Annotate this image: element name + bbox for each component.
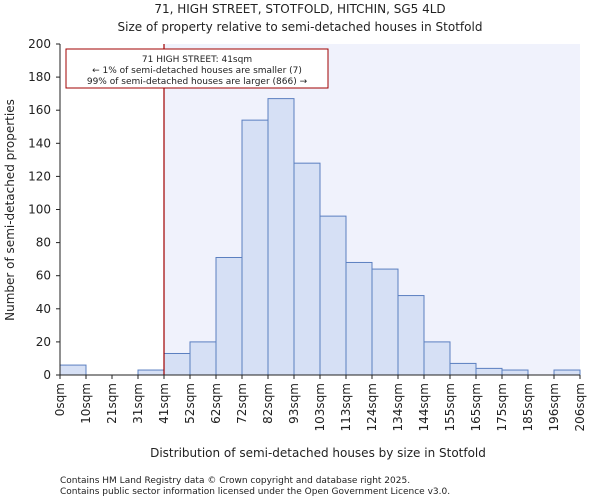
y-tick-label-40: 40 bbox=[36, 302, 51, 316]
bar-93sqm bbox=[293, 162, 321, 376]
bar-196sqm bbox=[553, 369, 581, 376]
y-tick-label-160: 160 bbox=[28, 103, 51, 117]
y-tick-label-100: 100 bbox=[28, 203, 51, 217]
x-axis: 0sqm 10sqm 21sqm 31sqm 41sqm 52sqm 62sqm 72sqm 8… bbox=[53, 374, 587, 431]
x-tick-label-41sqm: 41sqm bbox=[157, 383, 171, 424]
annotation-line-2: ← 1% of semi-detached houses are smaller… bbox=[92, 66, 302, 76]
x-tick-label-62sqm: 62sqm bbox=[209, 383, 223, 424]
bar-52sqm bbox=[189, 341, 217, 376]
bar-144sqm bbox=[423, 341, 451, 376]
bar-103sqm bbox=[319, 215, 347, 376]
x-tick-label-52sqm: 52sqm bbox=[183, 383, 197, 424]
annotation-line-1: 71 HIGH STREET: 41sqm bbox=[142, 55, 252, 65]
y-axis: 0 20 40 60 80 100 120 140 160 180 200 bbox=[28, 37, 61, 382]
bar-165sqm bbox=[475, 367, 503, 376]
x-tick-label-21sqm: 21sqm bbox=[105, 383, 119, 424]
footer-line-1: Contains HM Land Registry data © Crown c… bbox=[60, 476, 410, 486]
bar-82sqm bbox=[267, 98, 295, 376]
y-tick-label-200: 200 bbox=[28, 37, 51, 51]
bar-0sqm bbox=[59, 364, 87, 376]
x-tick-label-82sqm: 82sqm bbox=[261, 383, 275, 424]
y-tick-label-120: 120 bbox=[28, 169, 51, 183]
x-tick-label-134sqm: 134sqm bbox=[391, 383, 405, 431]
x-tick-label-185sqm: 185sqm bbox=[521, 383, 535, 431]
x-tick-label-165sqm: 165sqm bbox=[469, 383, 483, 431]
chart-title: 71, HIGH STREET, STOTFOLD, HITCHIN, SG5 … bbox=[154, 2, 445, 16]
y-axis-label: Number of semi-detached properties bbox=[3, 99, 17, 321]
bar-113sqm bbox=[345, 261, 373, 376]
bar-124sqm bbox=[371, 268, 399, 376]
bar-41sqm bbox=[163, 352, 191, 376]
x-tick-label-72sqm: 72sqm bbox=[235, 383, 249, 424]
annotation-line-3: 99% of semi-detached houses are larger (… bbox=[87, 77, 308, 87]
y-tick-label-0: 0 bbox=[43, 368, 51, 382]
x-tick-label-113sqm: 113sqm bbox=[339, 383, 353, 431]
bar-134sqm bbox=[397, 295, 425, 376]
x-tick-label-0sqm: 0sqm bbox=[53, 383, 67, 416]
x-tick-label-93sqm: 93sqm bbox=[287, 383, 301, 424]
y-tick-label-60: 60 bbox=[36, 269, 51, 283]
bar-155sqm bbox=[449, 362, 477, 376]
x-tick-label-10sqm: 10sqm bbox=[79, 383, 93, 424]
x-tick-label-144sqm: 144sqm bbox=[417, 383, 431, 431]
y-tick-label-140: 140 bbox=[28, 136, 51, 150]
chart-subtitle: Size of property relative to semi-detach… bbox=[118, 20, 483, 34]
x-tick-label-206sqm: 206sqm bbox=[573, 383, 587, 431]
x-tick-label-196sqm: 196sqm bbox=[547, 383, 561, 431]
x-tick-label-31sqm: 31sqm bbox=[131, 383, 145, 424]
footer-line-2: Contains public sector information licen… bbox=[60, 487, 450, 497]
bar-62sqm bbox=[215, 256, 243, 376]
x-tick-label-124sqm: 124sqm bbox=[365, 383, 379, 431]
x-tick-label-103sqm: 103sqm bbox=[313, 383, 327, 431]
y-tick-label-20: 20 bbox=[36, 335, 51, 349]
y-tick-label-180: 180 bbox=[28, 70, 51, 84]
x-tick-label-155sqm: 155sqm bbox=[443, 383, 457, 431]
bar-31sqm bbox=[137, 369, 165, 376]
bars-group bbox=[59, 98, 581, 376]
x-tick-label-175sqm: 175sqm bbox=[495, 383, 509, 431]
bar-72sqm bbox=[241, 119, 269, 376]
bar-175sqm bbox=[501, 369, 529, 376]
y-tick-label-80: 80 bbox=[36, 236, 51, 250]
x-axis-label: Distribution of semi-detached houses by … bbox=[150, 446, 486, 460]
annotation-box: 71 HIGH STREET: 41sqm ← 1% of semi-detac… bbox=[65, 48, 329, 89]
